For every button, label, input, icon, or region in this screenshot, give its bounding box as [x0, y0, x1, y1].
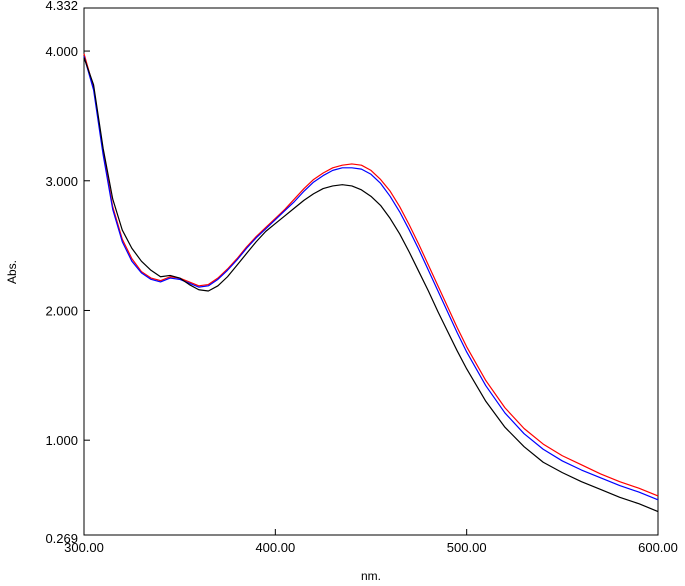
- x-axis-label: nm.: [361, 569, 381, 583]
- x-tick-label: 300.00: [64, 540, 104, 555]
- y-tick-label: 4.332: [45, 0, 78, 13]
- y-tick-label: 0.269: [45, 531, 78, 546]
- x-tick-label: 500.00: [447, 540, 487, 555]
- y-tick-label: 1.000: [45, 433, 78, 448]
- y-tick-label: 4.000: [45, 44, 78, 59]
- y-axis-ticks: 4.332 4.000 3.000 2.000 1.000 0.269: [45, 0, 90, 546]
- series-line-1: [83, 56, 659, 501]
- series-layer: [83, 53, 659, 513]
- x-tick-label: 600.00: [638, 540, 678, 555]
- y-tick-label: 2.000: [45, 303, 78, 318]
- plot-frame: [83, 7, 659, 536]
- series-line-0: [83, 53, 659, 497]
- y-axis-label: Abs.: [5, 260, 19, 284]
- x-axis-ticks: 300.00 400.00 500.00 600.00: [64, 529, 678, 555]
- series-line-2: [83, 57, 659, 513]
- x-tick-label: 400.00: [255, 540, 295, 555]
- y-tick-label: 3.000: [45, 174, 78, 189]
